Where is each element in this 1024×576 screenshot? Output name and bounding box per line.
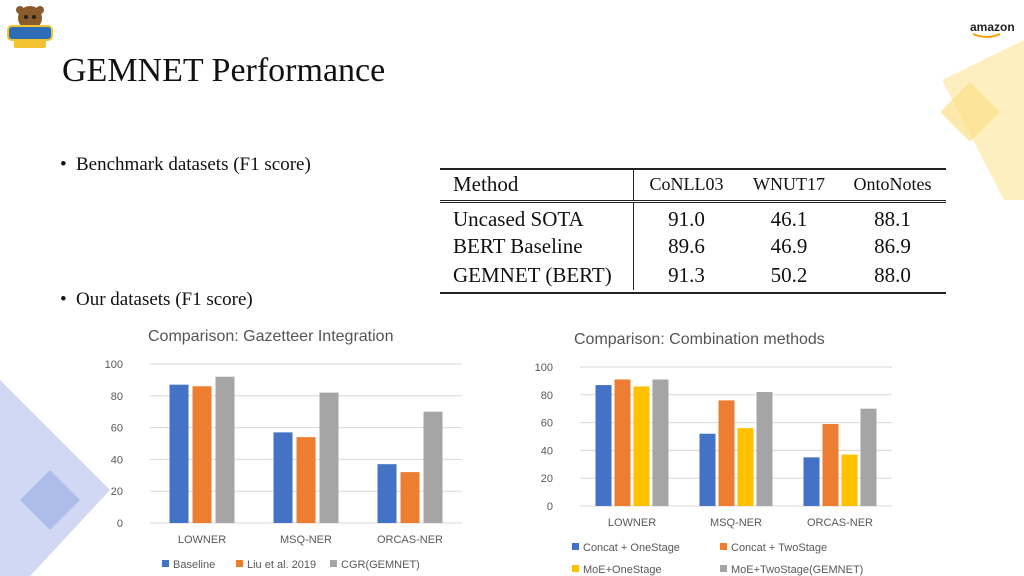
bar-lowner-2 xyxy=(633,386,650,506)
bar-orcas-ner-0 xyxy=(377,464,397,523)
x-category-label: ORCAS-NER xyxy=(377,534,443,546)
legend-label: MoE+TwoStage(GEMNET) xyxy=(731,564,863,576)
x-category-label: MSQ-NER xyxy=(280,534,332,546)
bar-lowner-1 xyxy=(192,386,212,523)
table-header-method: Method xyxy=(440,170,634,201)
y-tick-label: 60 xyxy=(111,423,123,435)
legend-label: CGR(GEMNET) xyxy=(341,559,420,571)
results-table: Method CoNLL03 WNUT17 OntoNotes Uncased … xyxy=(440,170,946,290)
bar-lowner-1 xyxy=(614,379,631,506)
table-cell-method: GEMNET (BERT) xyxy=(440,260,634,290)
x-category-label: LOWNER xyxy=(178,534,226,546)
legend-swatch xyxy=(572,543,579,550)
y-tick-label: 40 xyxy=(111,454,123,466)
bullet-dot-icon: • xyxy=(60,289,67,310)
bullet-dot-icon: • xyxy=(60,154,67,175)
chart-combination-methods: 0 20 40 60 80 100 LOWNER MSQ-NER ORCAS-NER Concat… xyxy=(535,362,892,576)
table-body: Uncased SOTA 91.0 46.1 88.1 BERT Baselin… xyxy=(440,201,946,290)
table-row: Uncased SOTA 91.0 46.1 88.1 xyxy=(440,201,946,232)
table-header-conll03: CoNLL03 xyxy=(649,174,724,195)
table-cell-conll03: 91.0 xyxy=(668,206,705,231)
legend-swatch xyxy=(236,560,243,567)
deco-yellow-diamond-small xyxy=(940,82,1000,142)
table-row: BERT Baseline 89.6 46.9 86.9 xyxy=(440,231,946,261)
legend-swatch xyxy=(162,560,169,567)
results-table-wrapper: Method CoNLL03 WNUT17 OntoNotes Uncased … xyxy=(440,168,946,294)
legend-swatch xyxy=(720,543,727,550)
table-cell-method: BERT Baseline xyxy=(440,231,634,261)
table-cell-ontonotes: 86.9 xyxy=(874,233,911,258)
table-cell-conll03: 91.3 xyxy=(668,262,705,287)
y-tick-label: 0 xyxy=(117,518,123,530)
table-cell-conll03: 89.6 xyxy=(668,233,705,258)
bar-msq-ner-0 xyxy=(699,433,716,506)
bullet-benchmark: • Benchmark datasets (F1 score) xyxy=(60,154,311,176)
amazon-logo: amazon xyxy=(970,20,1015,34)
x-category-label: LOWNER xyxy=(608,517,656,529)
y-tick-label: 80 xyxy=(541,390,553,402)
table-header-row: Method CoNLL03 WNUT17 OntoNotes xyxy=(440,170,946,201)
bullet-our-datasets-text: Our datasets (F1 score) xyxy=(76,289,253,310)
legend-swatch xyxy=(330,560,337,567)
table-row: GEMNET (BERT) 91.3 50.2 88.0 xyxy=(440,260,946,290)
bullet-our-datasets: • Our datasets (F1 score) xyxy=(60,289,253,311)
y-tick-label: 60 xyxy=(541,418,553,430)
table-cell-wnut17: 50.2 xyxy=(770,262,808,287)
bar-lowner-0 xyxy=(595,385,612,506)
x-category-label: ORCAS-NER xyxy=(807,517,873,529)
y-tick-label: 100 xyxy=(535,362,553,374)
legend-swatch xyxy=(572,565,579,572)
bar-msq-ner-2 xyxy=(319,392,339,523)
y-tick-label: 100 xyxy=(105,359,123,371)
bar-msq-ner-3 xyxy=(756,392,773,506)
bar-orcas-ner-1 xyxy=(400,472,420,523)
amazon-smile-icon xyxy=(972,33,1001,38)
table-cell-ontonotes: 88.1 xyxy=(874,206,911,231)
bar-orcas-ner-0 xyxy=(803,457,820,506)
ucla-nlp-logo xyxy=(7,6,53,48)
table-cell-wnut17: 46.9 xyxy=(770,233,808,258)
table-cell-ontonotes: 88.0 xyxy=(874,262,911,287)
legend-label: Concat + TwoStage xyxy=(731,542,827,554)
slide-title: GEMNET Performance xyxy=(62,52,386,89)
legend-label: Baseline xyxy=(173,559,215,571)
table-header-ontonotes: OntoNotes xyxy=(853,174,932,195)
legend-label: Concat + OneStage xyxy=(583,542,680,554)
chart-gazetteer-integration: 0 20 40 60 80 100 LOWNER MSQ-NER ORCAS-NER Baseli… xyxy=(105,359,462,571)
table-cell-method: Uncased SOTA xyxy=(440,201,634,232)
y-tick-label: 80 xyxy=(111,391,123,403)
bar-msq-ner-0 xyxy=(273,432,293,523)
bullet-benchmark-text: Benchmark datasets (F1 score) xyxy=(76,154,311,175)
bar-orcas-ner-2 xyxy=(841,454,858,506)
bar-msq-ner-1 xyxy=(718,400,735,506)
bar-orcas-ner-2 xyxy=(423,411,443,523)
table-header-wnut17: WNUT17 xyxy=(753,174,825,195)
x-category-label: MSQ-NER xyxy=(710,517,762,529)
results-table-top-rule xyxy=(440,168,946,170)
y-tick-label: 40 xyxy=(541,445,553,457)
results-table-bottom-rule xyxy=(440,291,946,294)
deco-blue-diamond-small xyxy=(20,470,80,530)
y-tick-label: 20 xyxy=(541,473,553,485)
bar-lowner-0 xyxy=(169,384,189,523)
chart2-title: Comparison: Combination methods xyxy=(574,331,825,348)
table-cell-wnut17: 46.1 xyxy=(770,206,808,231)
legend-swatch xyxy=(720,565,727,572)
legend-label: MoE+OneStage xyxy=(583,564,662,576)
bar-orcas-ner-1 xyxy=(822,423,839,506)
y-tick-label: 20 xyxy=(111,486,123,498)
y-tick-label: 0 xyxy=(547,501,553,513)
legend-label: Liu et al. 2019 xyxy=(247,559,316,571)
bar-orcas-ner-3 xyxy=(860,408,877,506)
bar-msq-ner-1 xyxy=(296,437,316,523)
bar-msq-ner-2 xyxy=(737,428,754,506)
chart1-title: Comparison: Gazetteer Integration xyxy=(148,328,394,345)
bar-lowner-3 xyxy=(652,379,669,506)
bar-lowner-2 xyxy=(215,376,235,523)
